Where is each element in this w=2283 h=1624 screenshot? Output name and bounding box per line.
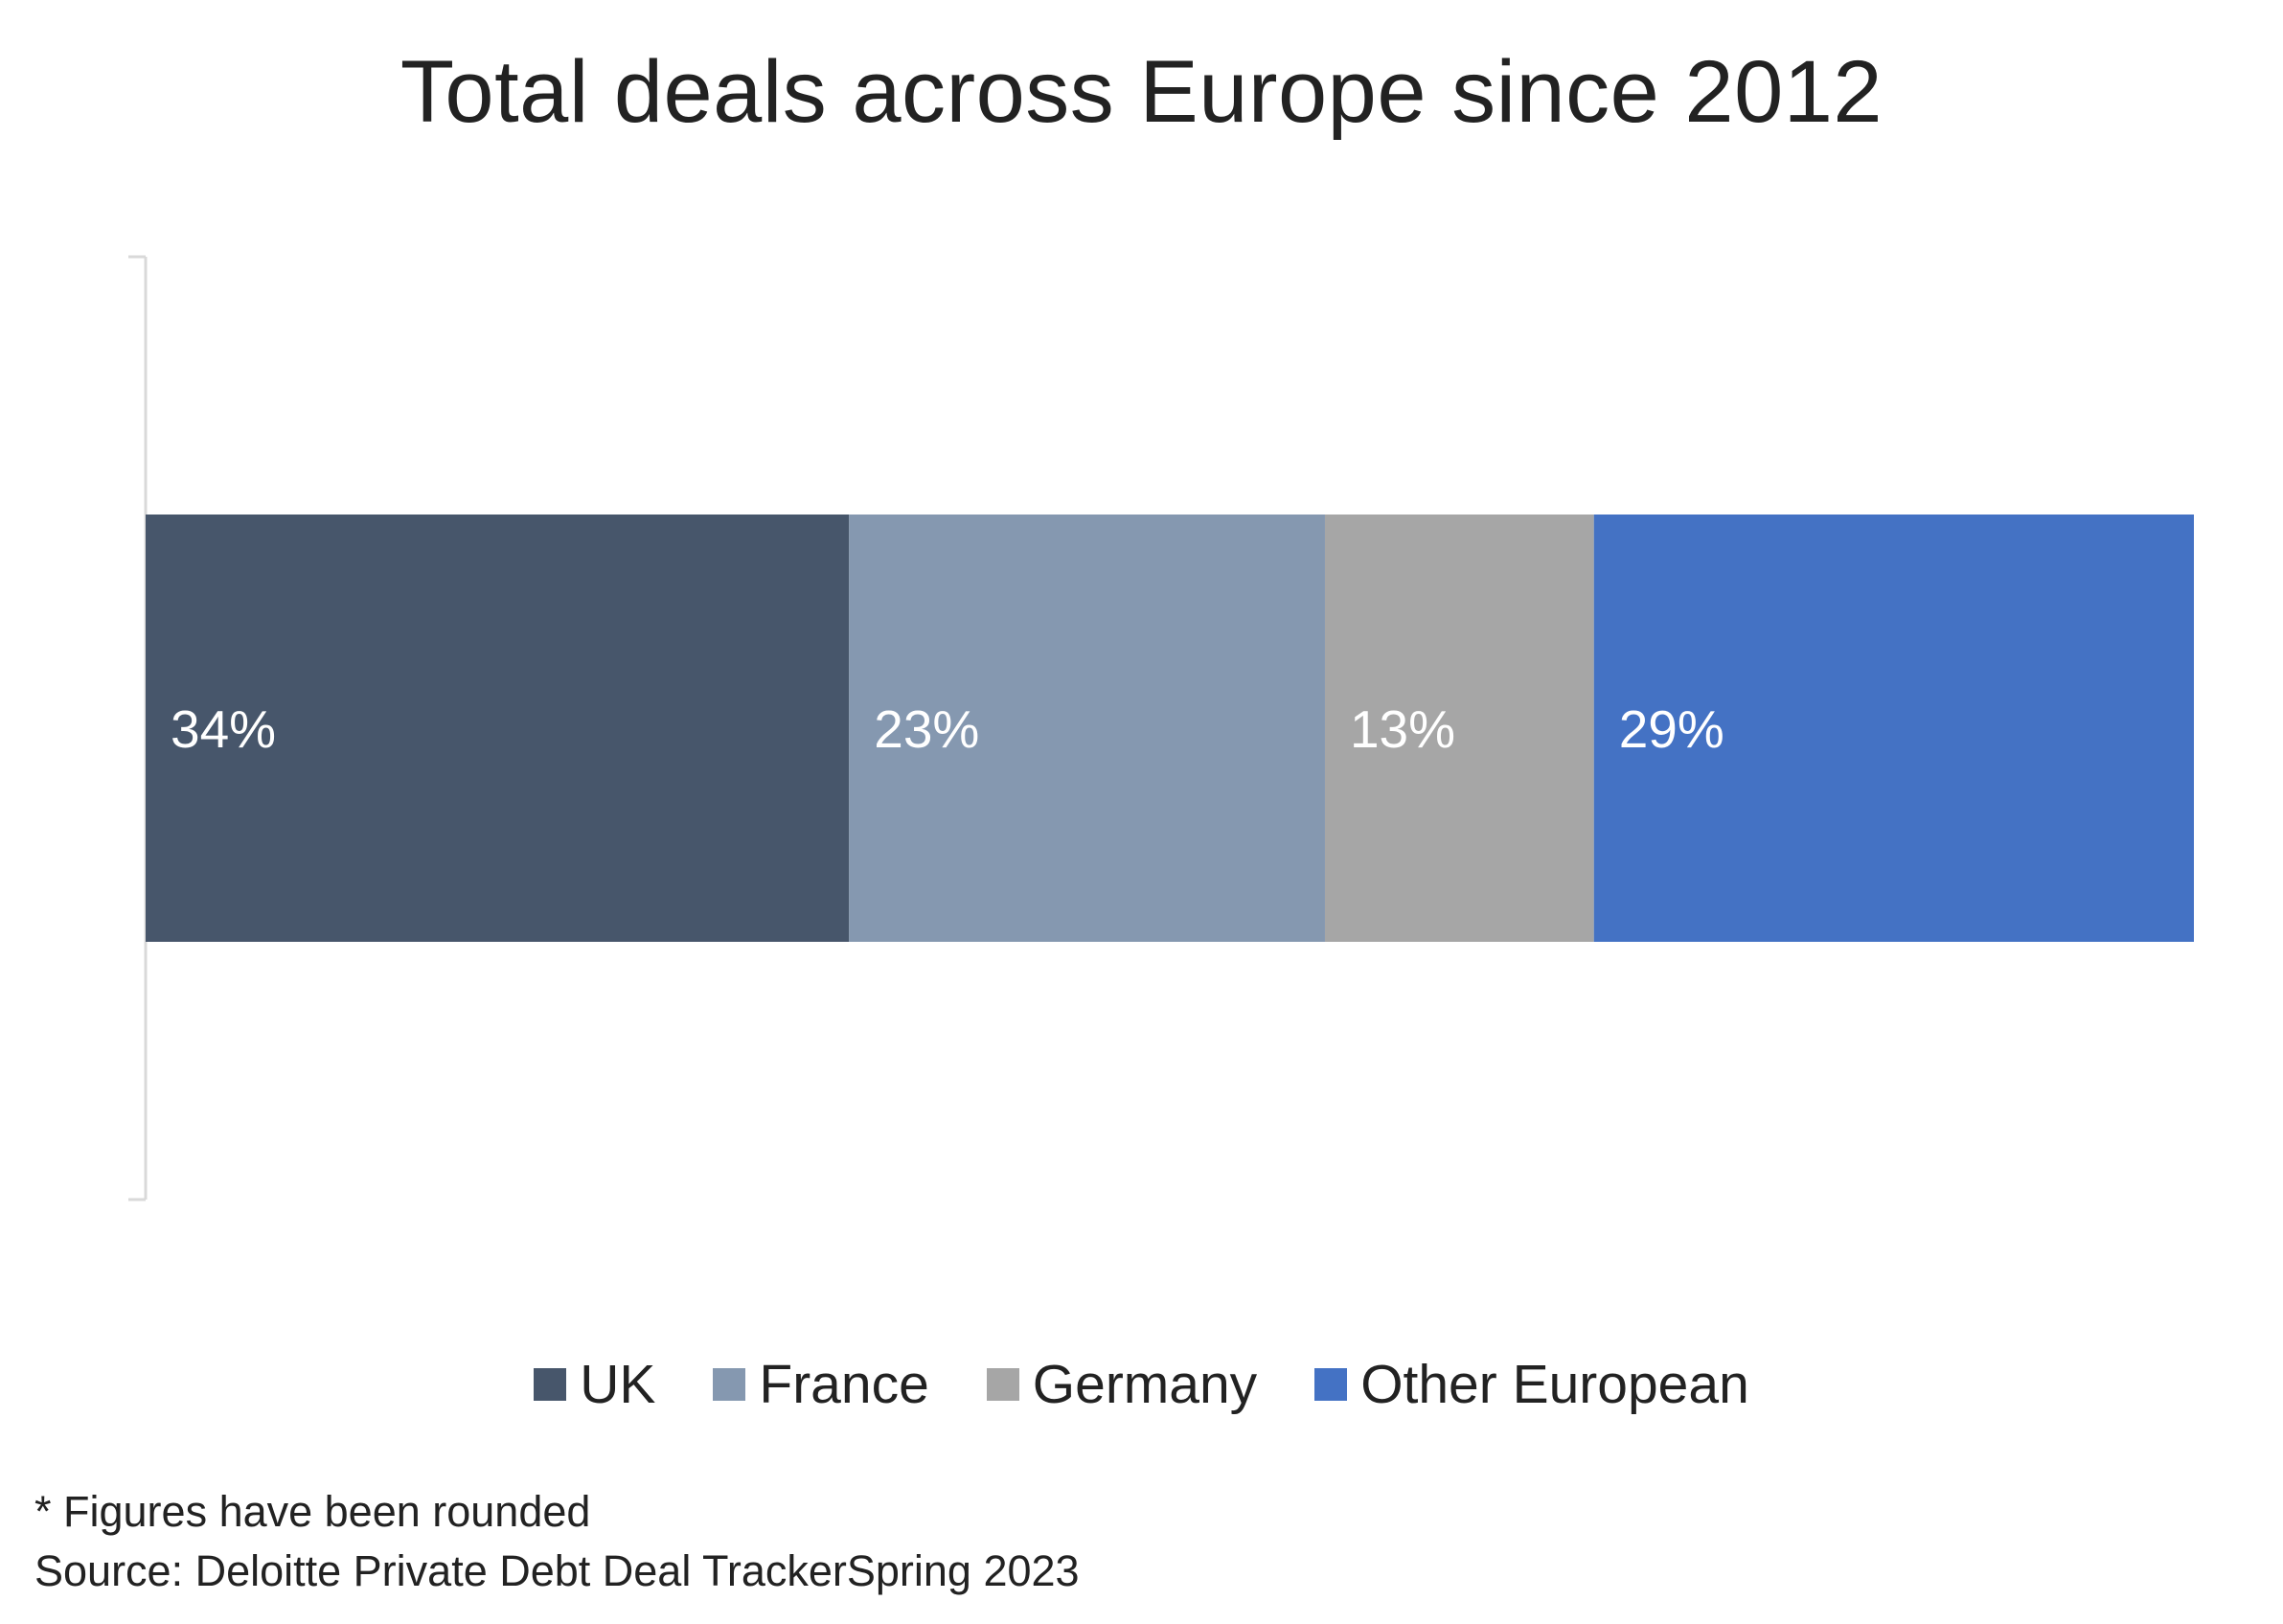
y-axis [128,255,148,1201]
bar-segment-germany [1324,515,1594,942]
legend-label-other-european: Other European [1360,1354,1749,1415]
legend: UK France Germany Other European [0,1353,2283,1416]
legend-label-france: France [759,1354,929,1415]
bar-segment-other-european [1593,515,2194,942]
chart-title: Total deals across Europe since 2012 [400,43,1883,141]
legend-label-uk: UK [580,1354,656,1415]
legend-swatch-germany [986,1368,1019,1401]
footnote-rounded: * Figures have been rounded [34,1487,591,1536]
data-label-other-european: 29% [1619,699,1724,759]
data-labels: 34% 23% 13% 29% [171,699,1724,759]
bar-segments [146,515,2194,942]
data-label-france: 23% [874,699,979,759]
legend-swatch-france [713,1368,746,1401]
data-label-germany: 13% [1350,699,1455,759]
data-label-uk: 34% [171,699,276,759]
legend-swatch-other-european [1314,1368,1348,1401]
bar-segment-france [849,515,1325,942]
legend-item-uk: UK [534,1353,655,1416]
legend-item-germany: Germany [986,1353,1258,1416]
legend-swatch-uk [534,1368,567,1401]
legend-item-france: France [713,1353,929,1416]
legend-item-other-european: Other European [1314,1353,1749,1416]
footnote-source: Source: Deloitte Private Debt Deal Track… [34,1546,1080,1595]
bar-segment-uk [146,515,850,942]
legend-label-germany: Germany [1032,1354,1258,1415]
